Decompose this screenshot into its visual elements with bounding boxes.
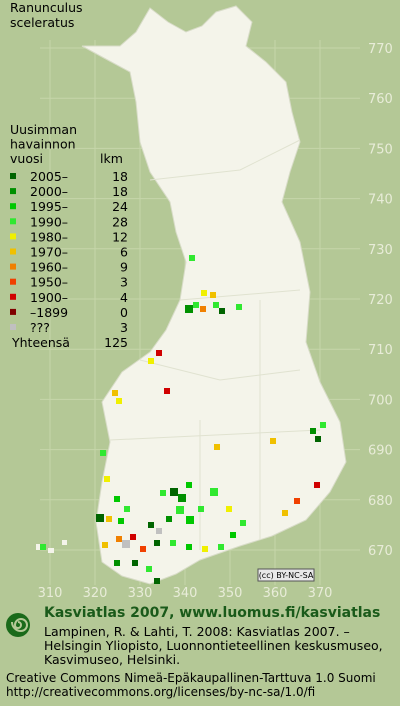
y-grid-label: 730: [368, 243, 393, 258]
legend-count: 9: [120, 260, 128, 275]
legend-count: 18: [112, 184, 128, 199]
legend-count-header: lkm: [100, 151, 123, 166]
legend-label: 1995–: [30, 199, 68, 214]
y-grid-label: 720: [368, 293, 393, 308]
title-line: sceleratus: [10, 15, 74, 30]
legend-label: 1900–: [30, 290, 68, 305]
x-grid-label: 320: [83, 586, 108, 601]
title-line: Ranunculus: [10, 0, 83, 15]
legend-header: Uusimman: [10, 122, 77, 137]
legend-total-label: Yhteensä: [11, 335, 70, 350]
x-grid-label: 350: [218, 586, 243, 601]
legend-label: 1990–: [30, 214, 68, 229]
observations: [40, 255, 326, 584]
legend-label: 2005–: [30, 169, 68, 184]
legend-count: 18: [112, 169, 128, 184]
legend-count: 12: [112, 229, 128, 244]
legend-swatch: [10, 203, 16, 210]
legend-label: ???: [30, 320, 50, 335]
legend-count: 24: [112, 199, 128, 214]
legend-swatch: [10, 263, 16, 270]
license-line: Creative Commons Nimeä-Epäkaupallinen-Ta…: [6, 671, 376, 685]
legend-label: 1970–: [30, 245, 68, 260]
y-grid-label: 710: [368, 343, 393, 358]
y-grid-label: 700: [368, 393, 393, 408]
legend-swatch: [10, 248, 16, 255]
y-grid-label: 670: [368, 544, 393, 559]
legend-swatch: [10, 233, 16, 240]
legend-count: 3: [120, 320, 128, 335]
legend-count: 28: [112, 214, 128, 229]
x-grid-label: 310: [38, 586, 63, 601]
y-grid-label: 760: [368, 92, 393, 107]
y-grid-label: 740: [368, 193, 393, 208]
legend-label: 2000–: [30, 184, 68, 199]
legend-swatch: [10, 308, 16, 315]
license-badge: (cc) BY-NC-SA: [259, 571, 314, 580]
logo: [6, 613, 30, 637]
y-grid-label: 750: [368, 142, 393, 157]
citation-line: Lampinen, R. & Lahti, T. 2008: Kasviatla…: [44, 624, 350, 639]
license-badge-box: [257, 568, 315, 582]
legend-count: 6: [120, 245, 128, 260]
citation-line: Helsingin Yliopisto, Luonnontieteellinen…: [44, 638, 383, 653]
legend-swatch: [10, 188, 16, 195]
citation-line: Kasvimuseo, Helsinki.: [44, 652, 180, 667]
x-grid-label: 360: [263, 586, 288, 601]
y-grid-label: 770: [368, 42, 393, 57]
x-grid-label: 330: [128, 586, 153, 601]
legend-header: havainnon: [10, 137, 76, 152]
x-grid-label: 340: [173, 586, 198, 601]
y-grid-label: 690: [368, 444, 393, 459]
license-line: http://creativecommons.org/licenses/by-n…: [6, 685, 315, 699]
legend-label: 1950–: [30, 275, 68, 290]
legend-swatch: [10, 293, 16, 300]
legend-swatch: [10, 218, 16, 225]
legend-swatch: [10, 173, 16, 179]
legend-count: 4: [120, 290, 128, 305]
legend-count: 0: [120, 305, 128, 320]
legend-swatch: [10, 278, 16, 285]
x-grid-label: 370: [308, 586, 333, 601]
legend-label: 1980–: [30, 229, 68, 244]
legend-header: vuosi: [10, 151, 43, 166]
legend-swatch: [10, 324, 16, 330]
legend-label: –1899: [30, 305, 68, 320]
legend-total-count: 125: [104, 335, 128, 350]
legend-label: 1960–: [30, 260, 68, 275]
footer-heading: Kasviatlas 2007, www.luomus.fi/kasviatla…: [44, 605, 380, 621]
y-grid-label: 680: [368, 494, 393, 509]
legend-count: 3: [120, 275, 128, 290]
borders: [109, 139, 321, 550]
